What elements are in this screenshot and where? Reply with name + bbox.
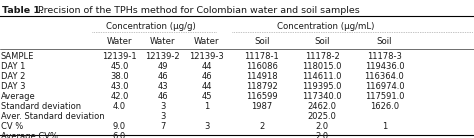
Text: 1626.0: 1626.0 [370,102,399,112]
Text: Water: Water [107,37,132,46]
Text: 12139-2: 12139-2 [145,52,180,61]
Text: Aver. Standard deviation: Aver. Standard deviation [1,112,105,121]
Text: 116974.0: 116974.0 [365,82,404,91]
Text: 12139-1: 12139-1 [102,52,137,61]
Text: 11178-2: 11178-2 [305,52,340,61]
Text: Water: Water [150,37,175,46]
Text: 114611.0: 114611.0 [302,72,342,81]
Text: Soil: Soil [315,37,330,46]
Text: CV %: CV % [1,123,23,132]
Text: 2025.0: 2025.0 [308,112,337,121]
Text: DAY 3: DAY 3 [1,82,26,91]
Text: 117591.0: 117591.0 [365,92,404,101]
Text: 45: 45 [201,92,212,101]
Text: 11178-1: 11178-1 [244,52,279,61]
Text: 117340.0: 117340.0 [302,92,342,101]
Text: 2462.0: 2462.0 [308,102,337,112]
Text: 114918: 114918 [246,72,277,81]
Text: 3: 3 [204,123,210,132]
Text: 38.0: 38.0 [110,72,129,81]
Text: 12139-3: 12139-3 [189,52,224,61]
Text: Water: Water [194,37,219,46]
Text: Average CV%: Average CV% [1,132,58,138]
Text: Concentration (μg/mL): Concentration (μg/mL) [277,22,375,31]
Text: 43.0: 43.0 [110,82,129,91]
Text: 116599: 116599 [246,92,277,101]
Text: Standard deviation: Standard deviation [1,102,81,112]
Text: 46: 46 [157,92,168,101]
Text: 1: 1 [204,102,210,112]
Text: 42.0: 42.0 [110,92,128,101]
Text: Table 1.: Table 1. [2,6,44,15]
Text: 43: 43 [157,82,168,91]
Text: 3: 3 [160,112,165,121]
Text: DAY 2: DAY 2 [1,72,25,81]
Text: 118015.0: 118015.0 [302,62,342,71]
Text: 116364.0: 116364.0 [365,72,404,81]
Text: 44: 44 [201,82,212,91]
Text: 3: 3 [160,102,165,112]
Text: 44: 44 [201,62,212,71]
Text: 7: 7 [160,123,165,132]
Text: 45.0: 45.0 [110,62,128,71]
Text: 46: 46 [201,72,212,81]
Text: 1: 1 [382,123,387,132]
Text: Precision of the TPHs method for Colombian water and soil samples: Precision of the TPHs method for Colombi… [32,6,360,15]
Text: 4.0: 4.0 [113,102,126,112]
Text: 2.0: 2.0 [316,123,329,132]
Text: 2: 2 [259,123,264,132]
Text: 118792: 118792 [246,82,277,91]
Text: Concentration (μg/g): Concentration (μg/g) [106,22,196,31]
Text: 11178-3: 11178-3 [367,52,402,61]
Text: 2.0: 2.0 [316,132,329,138]
Text: 119395.0: 119395.0 [302,82,342,91]
Text: Average: Average [1,92,36,101]
Text: SAMPLE: SAMPLE [1,52,34,61]
Text: 9.0: 9.0 [113,123,126,132]
Text: 119436.0: 119436.0 [365,62,404,71]
Text: 116086: 116086 [246,62,278,71]
Text: 1987: 1987 [251,102,272,112]
Text: 49: 49 [157,62,168,71]
Text: 6.0: 6.0 [113,132,126,138]
Text: Soil: Soil [254,37,269,46]
Text: 46: 46 [157,72,168,81]
Text: DAY 1: DAY 1 [1,62,25,71]
Text: Soil: Soil [377,37,392,46]
